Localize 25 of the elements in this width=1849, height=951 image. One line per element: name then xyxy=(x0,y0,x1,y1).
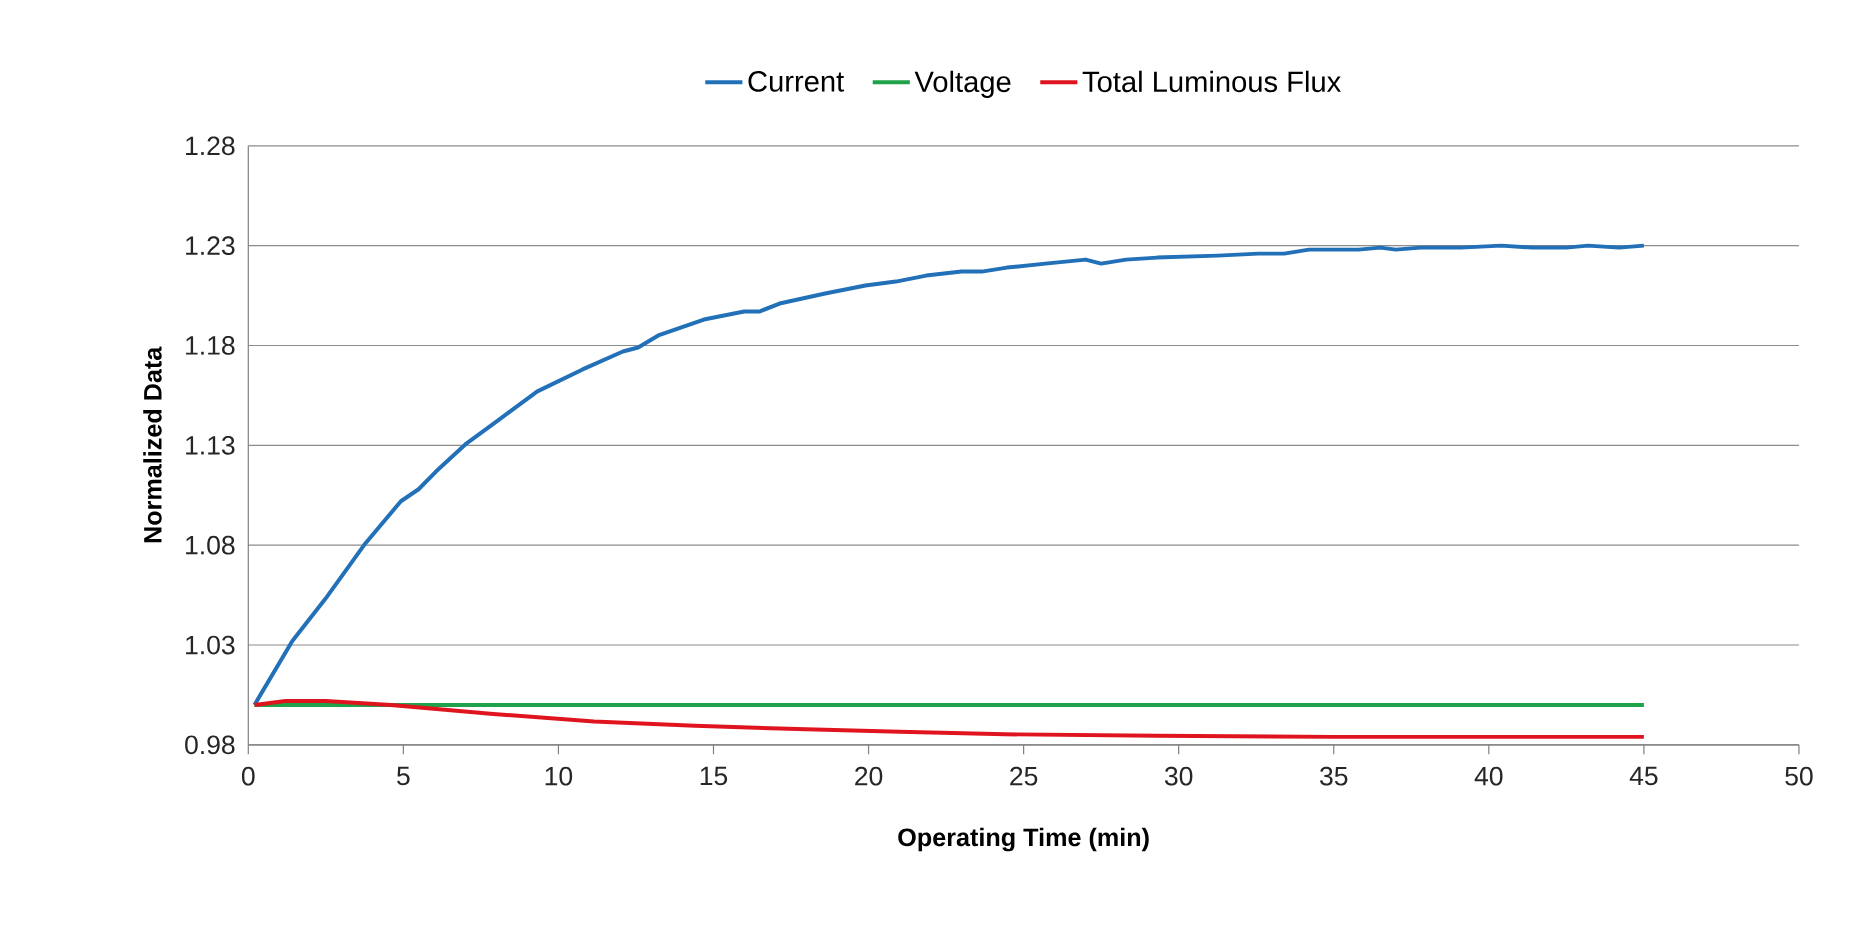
y-axis-title: Normalized Data xyxy=(143,346,162,543)
legend-label: Total Luminous Flux xyxy=(1082,70,1341,92)
x-tick-label: 15 xyxy=(700,766,728,786)
y-tick-label: 1.28 xyxy=(186,136,235,156)
x-tick-label: 35 xyxy=(1320,766,1348,786)
line-series xyxy=(252,243,1646,707)
y-tick-label: 1.13 xyxy=(186,435,235,455)
x-tick-label: 5 xyxy=(397,766,410,786)
y-tick-label: 1.03 xyxy=(186,635,235,655)
line-series xyxy=(252,698,1646,739)
x-tick-label: 50 xyxy=(1785,766,1813,786)
x-tick-label: 10 xyxy=(545,766,573,786)
y-tick-label: 1.23 xyxy=(186,236,235,255)
y-tick-label: 0.98 xyxy=(185,735,235,755)
x-tick-label: 45 xyxy=(1629,766,1658,786)
x-tick-label: 40 xyxy=(1474,766,1503,786)
x-tick-label: 25 xyxy=(1010,766,1038,786)
x-tick-label: 0 xyxy=(241,766,255,786)
x-axis-title: Operating Time (min) xyxy=(898,827,1149,852)
legend-label: Voltage xyxy=(914,70,1011,98)
x-tick-label: 30 xyxy=(1164,766,1193,786)
y-tick-label: 1.08 xyxy=(186,535,235,555)
legend-label: Current xyxy=(748,70,845,92)
y-tick-label: 1.18 xyxy=(186,335,235,355)
x-tick-label: 20 xyxy=(855,766,883,786)
